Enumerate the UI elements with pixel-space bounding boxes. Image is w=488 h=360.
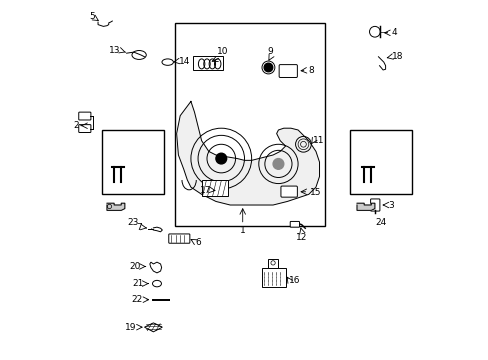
Text: 7: 7 bbox=[136, 222, 142, 231]
Circle shape bbox=[272, 158, 283, 169]
FancyBboxPatch shape bbox=[279, 64, 297, 77]
Bar bbox=[201, 180, 228, 196]
FancyBboxPatch shape bbox=[79, 125, 91, 132]
Circle shape bbox=[216, 153, 226, 164]
Bar bbox=[267, 258, 278, 267]
Text: 21: 21 bbox=[132, 279, 143, 288]
Text: 23: 23 bbox=[127, 217, 139, 226]
Polygon shape bbox=[144, 323, 162, 332]
Polygon shape bbox=[107, 203, 124, 210]
FancyBboxPatch shape bbox=[281, 186, 297, 197]
Text: 10: 10 bbox=[217, 47, 228, 56]
Text: 15: 15 bbox=[309, 188, 321, 197]
Bar bbox=[262, 267, 285, 287]
Text: 22: 22 bbox=[131, 295, 142, 304]
Text: 3: 3 bbox=[387, 201, 393, 210]
Text: 16: 16 bbox=[288, 275, 300, 284]
Bar bbox=[192, 57, 223, 70]
Text: 1: 1 bbox=[239, 225, 245, 234]
Bar bbox=[349, 130, 411, 194]
Bar bbox=[175, 23, 324, 226]
Circle shape bbox=[264, 63, 272, 72]
Polygon shape bbox=[176, 102, 319, 205]
Polygon shape bbox=[356, 203, 374, 210]
FancyBboxPatch shape bbox=[168, 234, 189, 243]
Text: 11: 11 bbox=[313, 136, 325, 145]
Text: 24: 24 bbox=[375, 217, 386, 226]
Text: 9: 9 bbox=[267, 47, 273, 56]
Text: 14: 14 bbox=[179, 57, 190, 66]
Text: 12: 12 bbox=[295, 233, 307, 242]
Text: 5: 5 bbox=[89, 12, 95, 21]
Text: 13: 13 bbox=[108, 46, 120, 55]
Text: 8: 8 bbox=[307, 66, 313, 75]
Text: 17: 17 bbox=[200, 186, 211, 195]
Text: 19: 19 bbox=[124, 323, 136, 332]
Text: 20: 20 bbox=[129, 262, 141, 271]
Text: 18: 18 bbox=[391, 52, 402, 61]
FancyBboxPatch shape bbox=[370, 199, 379, 211]
Text: 4: 4 bbox=[391, 28, 396, 37]
Bar bbox=[102, 130, 164, 194]
Text: 2: 2 bbox=[73, 121, 79, 130]
FancyBboxPatch shape bbox=[290, 221, 299, 227]
Polygon shape bbox=[149, 262, 162, 273]
FancyBboxPatch shape bbox=[79, 112, 91, 120]
Text: 6: 6 bbox=[195, 238, 201, 247]
